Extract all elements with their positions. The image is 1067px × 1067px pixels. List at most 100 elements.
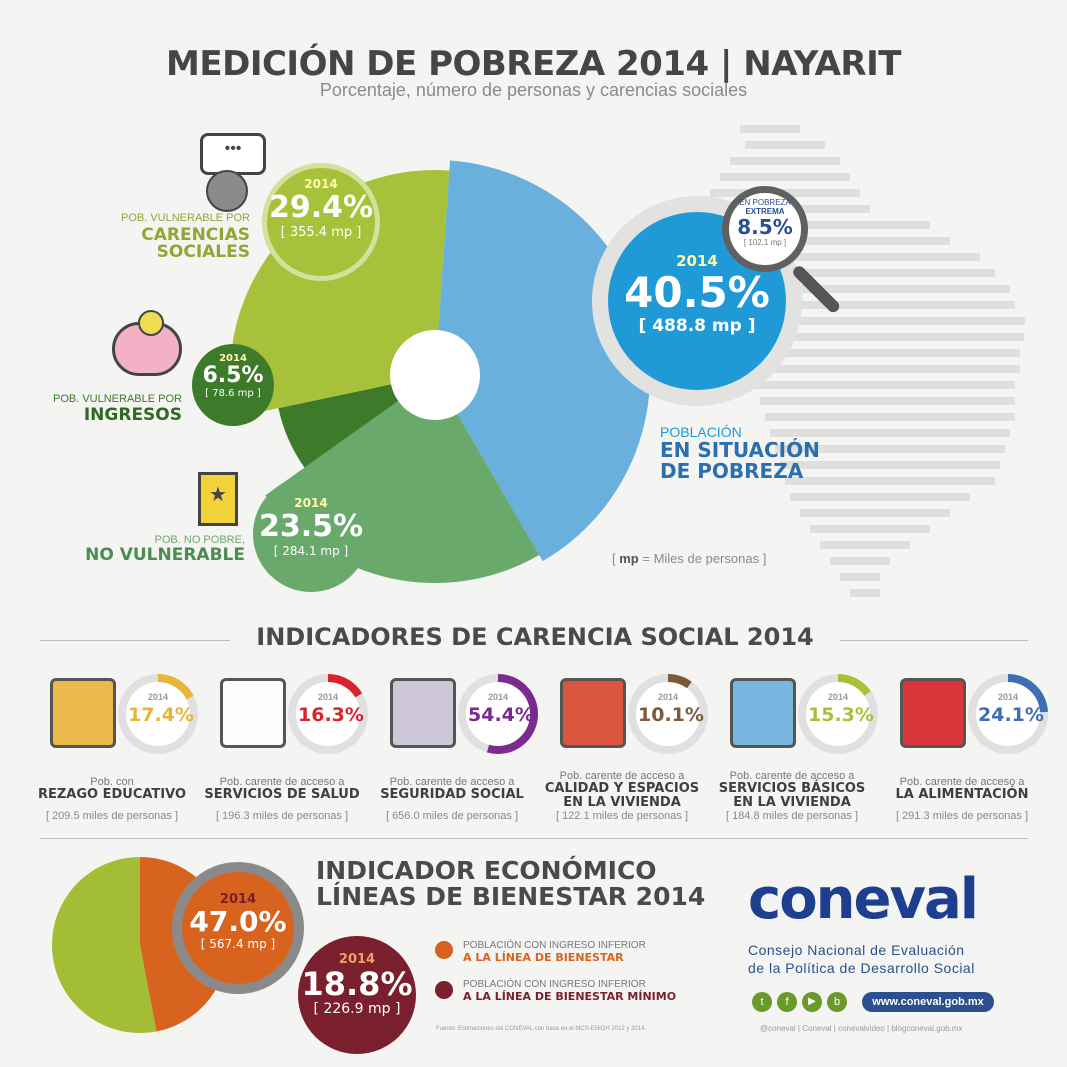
- book-icon: [50, 678, 116, 748]
- indicator-label-big: SEGURIDAD SOCIAL: [380, 787, 524, 802]
- eco-title2: LÍNEAS DE BIENESTAR 2014: [316, 882, 706, 911]
- coneval-logo: coneval: [748, 867, 979, 932]
- indicator-ring-fill: [288, 674, 368, 754]
- extrema-magnifier: EN POBREZA EXTREMA 8.5% [ 102.1 mp ]: [722, 186, 808, 272]
- c1-pct: 47.0%: [189, 905, 287, 938]
- novuln-label-big: NO VULNERABLE: [85, 545, 245, 565]
- divider-left: [40, 640, 230, 641]
- map-stripe: [790, 493, 970, 501]
- eco-slice-rest: [52, 857, 157, 1033]
- indicator-ring-fill: [458, 674, 538, 754]
- legend2-small: POBLACIÓN CON INGRESO INFERIOR: [463, 979, 646, 990]
- pobreza-label-big2: DE POBREZA: [660, 459, 804, 483]
- indicator-mp: [ 196.3 miles de personas ]: [215, 810, 349, 822]
- extrema-line2: EXTREMA: [745, 207, 785, 216]
- map-stripe: [810, 525, 930, 533]
- map-stripe: [758, 365, 1020, 373]
- indicator-year: 2014: [657, 692, 679, 702]
- speech-bubble-icon: •••: [200, 133, 266, 175]
- novuln-year: 2014: [294, 496, 328, 510]
- c2-year: 2014: [338, 952, 376, 967]
- novuln-bubble: 2014 23.5% [ 284.1 mp ]: [253, 476, 369, 592]
- map-stripe: [840, 573, 880, 581]
- indicator-pct: 15.3%: [808, 704, 874, 726]
- extrema-pct: 8.5%: [737, 215, 793, 239]
- map-stripe: [770, 429, 1010, 437]
- indicator-label-big: LA ALIMENTACIÓN: [895, 787, 1029, 802]
- indicator-year: 2014: [317, 692, 339, 702]
- map-stripe: [760, 285, 1010, 293]
- legend1-small: POBLACIÓN CON INGRESO INFERIOR: [463, 940, 646, 951]
- indicator-ring-fill: [798, 674, 878, 754]
- pie-center-hole: [390, 330, 480, 420]
- divider-bottom: [40, 838, 1028, 839]
- facebook-icon[interactable]: f: [777, 992, 797, 1012]
- extrema-line1: EN POBREZA: [739, 198, 791, 207]
- map-stripe: [820, 541, 910, 549]
- legend2-big: A LA LÍNEA DE BIENESTAR MÍNIMO: [463, 990, 677, 1003]
- twitter-icon[interactable]: t: [752, 992, 772, 1012]
- ambulance-icon: [220, 678, 286, 748]
- map-stripe: [765, 413, 1015, 421]
- indicator-label-top: Pob. carente de acceso a: [559, 770, 685, 782]
- ingresos-mp: [ 78.6 mp ]: [205, 388, 261, 399]
- indicator-pct: 16.3%: [298, 704, 364, 726]
- indicator-label-big2: EN LA VIVIENDA: [733, 795, 851, 810]
- ingresos-bubble: 2014 6.5% [ 78.6 mp ]: [192, 344, 274, 426]
- map-stripe: [775, 445, 1005, 453]
- map-stripe: [755, 269, 995, 277]
- map-stripe: [830, 557, 890, 565]
- map-stripe: [740, 237, 950, 245]
- indicator-label-top: Pob. carente de acceso a: [729, 770, 855, 782]
- indicator-year: 2014: [147, 692, 169, 702]
- indicator-ring: [458, 674, 538, 754]
- indicator-mp: [ 291.3 miles de personas ]: [895, 810, 1029, 822]
- indicator-mp: [ 184.8 miles de personas ]: [725, 810, 859, 822]
- map-stripe: [755, 381, 1015, 389]
- novuln-mp: [ 284.1 mp ]: [273, 544, 349, 558]
- indicator-year: 2014: [997, 692, 1019, 702]
- page-subtitle: Porcentaje, número de personas y carenci…: [319, 80, 748, 100]
- ingresos-label-small: POB. VULNERABLE POR: [53, 393, 182, 405]
- pobreza-label-big1: EN SITUACIÓN: [660, 438, 820, 462]
- c1-year: 2014: [219, 892, 257, 907]
- website-link[interactable]: www.coneval.gob.mx: [862, 992, 994, 1012]
- blog-icon[interactable]: b: [827, 992, 847, 1012]
- c2-mp: [ 226.9 mp ]: [313, 1001, 401, 1017]
- indicator-ring-fill: [968, 674, 1048, 754]
- legend1-big: A LA LÍNEA DE BIENESTAR: [463, 951, 624, 964]
- indicator-ring-fill: [118, 674, 198, 754]
- c1-bubble: 2014 47.0% [ 567.4 mp ]: [182, 872, 294, 984]
- carencias-label-big2: SOCIALES: [156, 242, 250, 262]
- indicator-label-top: Pob. con: [90, 776, 134, 788]
- indicator-ring: [288, 674, 368, 754]
- source-note: Fuente: Estimaciones del CONEVAL con bas…: [436, 1026, 647, 1032]
- youtube-icon[interactable]: ▶: [802, 992, 822, 1012]
- pie-slice-pobreza: [435, 160, 650, 562]
- indicator-label: Pob. carente de acceso a SERVICIOS BÁSICO…: [707, 770, 877, 810]
- pobreza-label-small: POBLACIÓN: [660, 424, 742, 440]
- indicator-label-big: SERVICIOS BÁSICOS: [718, 781, 866, 796]
- map-stripe: [760, 397, 1015, 405]
- indicator-mp: [ 209.5 miles de personas ]: [45, 810, 179, 822]
- indicator-label: Pob. carente de acceso a SEGURIDAD SOCIAL: [367, 776, 537, 802]
- extrema-mp: [ 102.1 mp ]: [743, 238, 787, 247]
- indicator-ring: [118, 674, 198, 754]
- c1-mp: [ 567.4 mp ]: [200, 937, 276, 951]
- carencias-pct: 29.4%: [268, 190, 374, 225]
- indicator-ring: [628, 674, 708, 754]
- indicator-label-top: Pob. carente de acceso a: [219, 776, 345, 788]
- nayarit-map-silhouette: [700, 125, 1025, 597]
- legend2-dot: [435, 981, 453, 999]
- eco-title1: INDICADOR ECONÓMICO: [316, 856, 657, 885]
- ingresos-pct: 6.5%: [202, 363, 264, 388]
- map-stripe: [762, 333, 1024, 341]
- indicator-label-big: CALIDAD Y ESPACIOS: [544, 781, 700, 796]
- indicator-label-big: REZAGO EDUCATIVO: [37, 787, 187, 802]
- indicator-pct: 10.1%: [638, 704, 704, 726]
- social-handles: @coneval | Coneval | conevalvideo | blog…: [760, 1024, 963, 1033]
- indicator-pct: 17.4%: [128, 704, 194, 726]
- map-stripe: [785, 477, 995, 485]
- star-ribbon-icon: ★: [198, 472, 238, 526]
- indicator-ring: [798, 674, 878, 754]
